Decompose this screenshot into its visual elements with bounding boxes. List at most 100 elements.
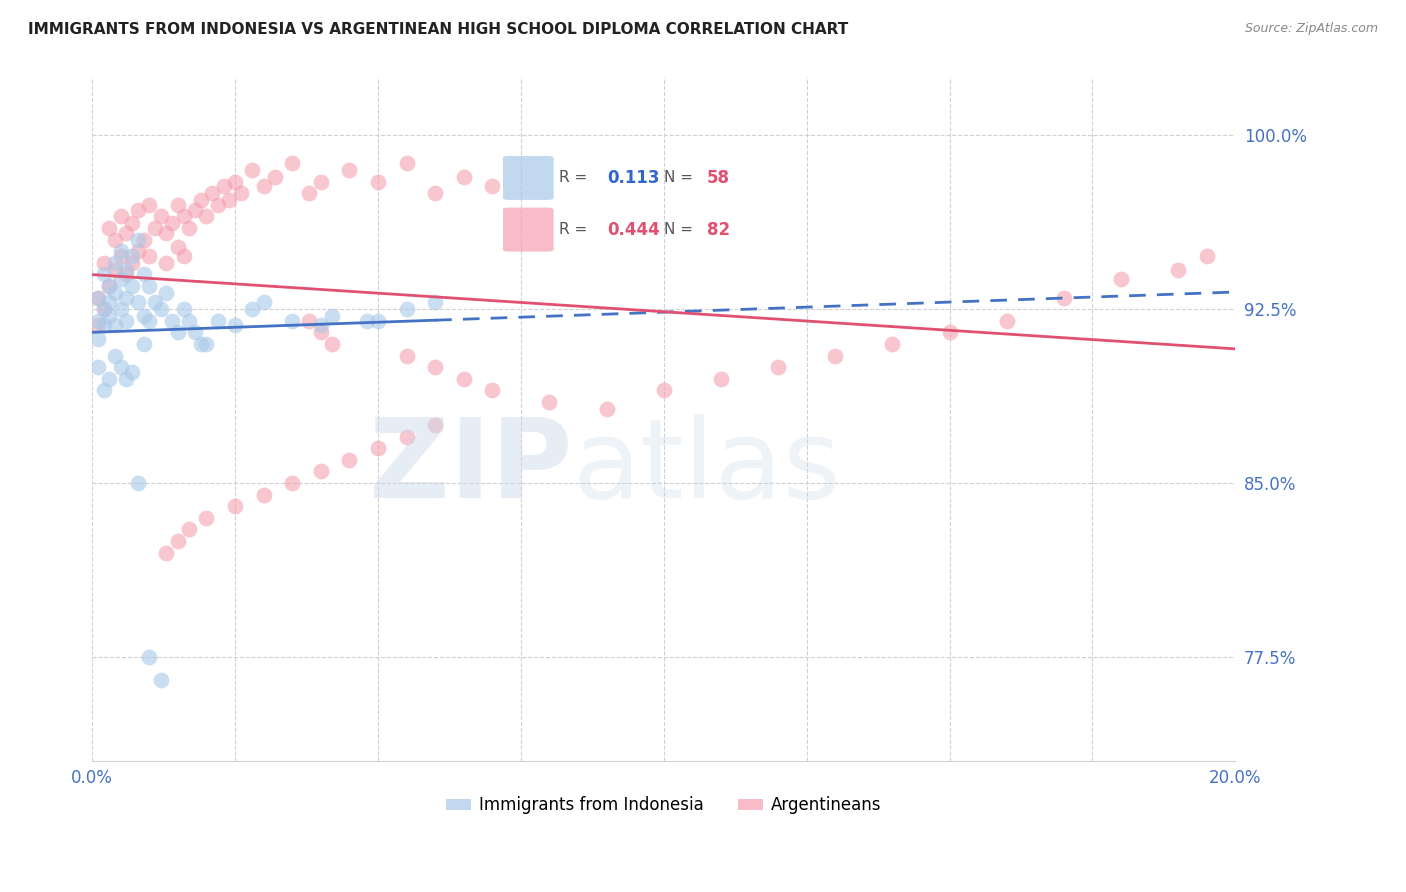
Point bbox=[253, 295, 276, 310]
Point bbox=[240, 302, 263, 317]
Point bbox=[110, 210, 132, 224]
Point bbox=[132, 268, 155, 282]
Point bbox=[298, 186, 321, 201]
Point bbox=[423, 295, 446, 310]
Point bbox=[309, 175, 332, 189]
Point bbox=[538, 395, 561, 409]
Point bbox=[710, 372, 733, 386]
Point bbox=[423, 360, 446, 375]
Point bbox=[298, 314, 321, 328]
Point bbox=[367, 175, 389, 189]
Text: R =: R = bbox=[560, 222, 592, 237]
Text: 58: 58 bbox=[707, 169, 730, 187]
Point bbox=[93, 384, 115, 398]
Point bbox=[110, 272, 132, 286]
Point bbox=[98, 221, 121, 235]
Point bbox=[195, 510, 218, 524]
Point bbox=[127, 295, 149, 310]
Point bbox=[179, 522, 201, 536]
Point bbox=[309, 464, 332, 478]
Point bbox=[173, 210, 195, 224]
Point bbox=[104, 285, 127, 300]
Point bbox=[155, 226, 177, 240]
Point bbox=[104, 318, 127, 333]
Point bbox=[453, 170, 475, 185]
Point bbox=[766, 360, 789, 375]
Point bbox=[195, 210, 218, 224]
Point bbox=[93, 268, 115, 282]
Point bbox=[423, 186, 446, 201]
Point bbox=[367, 441, 389, 455]
Point bbox=[395, 430, 418, 444]
Point bbox=[240, 163, 263, 178]
Text: 0.113: 0.113 bbox=[607, 169, 659, 187]
Point bbox=[149, 302, 172, 317]
Point bbox=[93, 318, 115, 333]
Point bbox=[179, 314, 201, 328]
Point bbox=[423, 418, 446, 433]
Point bbox=[127, 202, 149, 217]
Point bbox=[132, 233, 155, 247]
Point bbox=[179, 221, 201, 235]
Point bbox=[253, 179, 276, 194]
Point bbox=[87, 291, 110, 305]
Point bbox=[127, 244, 149, 259]
Point bbox=[367, 314, 389, 328]
Point bbox=[98, 279, 121, 293]
Point bbox=[93, 302, 115, 317]
Text: 0.444: 0.444 bbox=[607, 220, 661, 238]
Point bbox=[356, 314, 378, 328]
Point bbox=[207, 314, 229, 328]
Point bbox=[104, 349, 127, 363]
Point bbox=[98, 295, 121, 310]
Point bbox=[201, 186, 224, 201]
Point bbox=[938, 326, 960, 340]
Legend: Immigrants from Indonesia, Argentineans: Immigrants from Indonesia, Argentineans bbox=[446, 797, 882, 814]
Point bbox=[229, 186, 252, 201]
Point bbox=[160, 314, 183, 328]
Point bbox=[87, 360, 110, 375]
Point bbox=[321, 337, 343, 351]
Point bbox=[195, 337, 218, 351]
Text: R =: R = bbox=[560, 170, 592, 186]
Point bbox=[264, 170, 287, 185]
Point bbox=[87, 318, 110, 333]
Point bbox=[87, 332, 110, 346]
Text: N =: N = bbox=[664, 222, 697, 237]
Point bbox=[138, 249, 160, 263]
Point bbox=[104, 233, 127, 247]
FancyBboxPatch shape bbox=[503, 156, 554, 200]
Point bbox=[167, 198, 190, 212]
Point bbox=[93, 256, 115, 270]
Point bbox=[395, 302, 418, 317]
Point bbox=[110, 244, 132, 259]
Point bbox=[110, 302, 132, 317]
Point bbox=[1167, 262, 1189, 277]
Point bbox=[995, 314, 1018, 328]
Point bbox=[127, 475, 149, 490]
Point bbox=[224, 175, 246, 189]
Point bbox=[167, 533, 190, 548]
Point bbox=[121, 365, 143, 379]
Point bbox=[212, 179, 235, 194]
Point bbox=[155, 256, 177, 270]
Point bbox=[184, 202, 207, 217]
Point bbox=[395, 349, 418, 363]
Point bbox=[115, 262, 138, 277]
Point bbox=[190, 194, 212, 208]
Point bbox=[190, 337, 212, 351]
FancyBboxPatch shape bbox=[503, 208, 554, 252]
Point bbox=[321, 309, 343, 323]
Point bbox=[218, 194, 240, 208]
Point bbox=[121, 279, 143, 293]
Point bbox=[155, 285, 177, 300]
Point bbox=[104, 262, 127, 277]
Point bbox=[1195, 249, 1218, 263]
Point bbox=[110, 249, 132, 263]
Point bbox=[184, 326, 207, 340]
Point bbox=[309, 318, 332, 333]
Point bbox=[87, 314, 110, 328]
Point bbox=[121, 249, 143, 263]
Text: IMMIGRANTS FROM INDONESIA VS ARGENTINEAN HIGH SCHOOL DIPLOMA CORRELATION CHART: IMMIGRANTS FROM INDONESIA VS ARGENTINEAN… bbox=[28, 22, 848, 37]
Point bbox=[121, 216, 143, 230]
